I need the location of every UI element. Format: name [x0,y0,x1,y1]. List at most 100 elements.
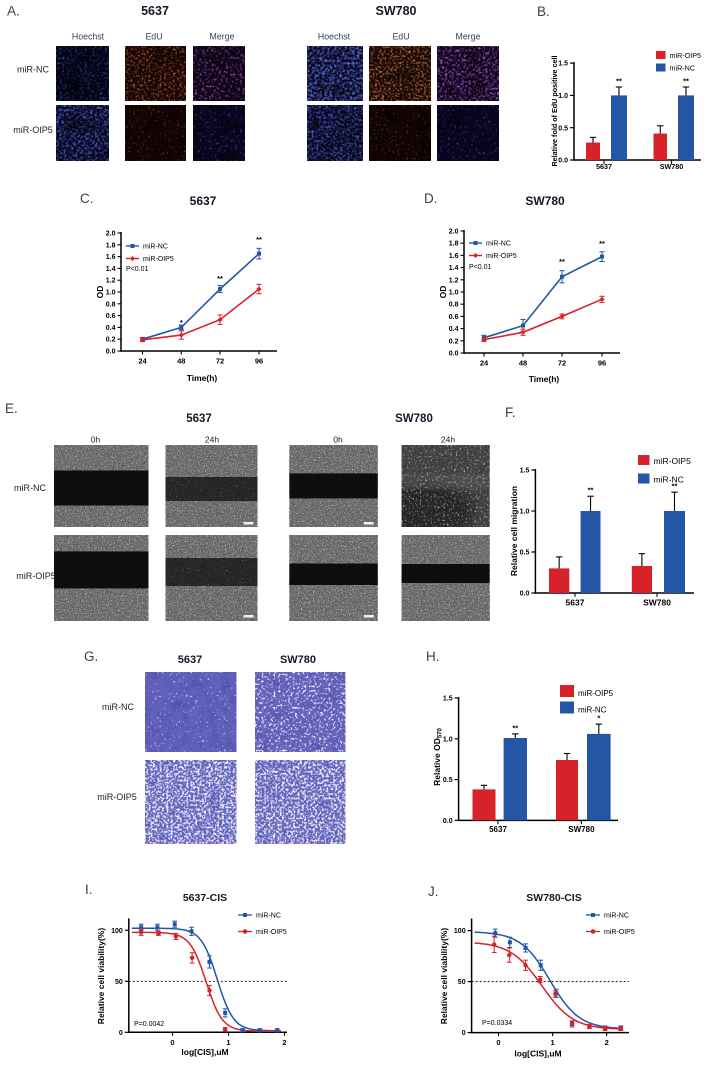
svg-text:P=0.0334: P=0.0334 [482,1020,512,1027]
svg-text:Relative OD570: Relative OD570 [432,727,444,785]
svg-text:EdU: EdU [392,32,409,42]
svg-text:100: 100 [454,928,466,935]
svg-text:0.6: 0.6 [106,313,116,320]
svg-text:1.0: 1.0 [106,290,116,297]
svg-text:SW780-CIS: SW780-CIS [526,892,581,904]
svg-text:P<0.01: P<0.01 [126,266,148,273]
svg-text:miR-OIP5: miR-OIP5 [604,929,635,936]
svg-text:G.: G. [84,649,98,664]
svg-text:0.0: 0.0 [558,158,568,165]
svg-text:1.2: 1.2 [449,277,459,284]
svg-text:100: 100 [111,928,123,935]
svg-text:0h: 0h [91,435,101,445]
svg-text:miR-NC: miR-NC [143,244,168,251]
svg-text:Hoechst: Hoechst [318,32,351,42]
svg-text:1.6: 1.6 [106,254,116,261]
svg-text:log[CIS],uM: log[CIS],uM [514,1049,561,1059]
svg-text:P=0.0042: P=0.0042 [134,1021,164,1028]
svg-text:miR-OIP5: miR-OIP5 [13,125,53,135]
svg-text:miR-OIP5: miR-OIP5 [670,51,702,60]
svg-text:**: ** [599,239,605,248]
svg-text:0.5: 0.5 [558,125,568,132]
svg-text:0.0: 0.0 [449,351,459,358]
svg-text:SW780: SW780 [643,598,671,608]
svg-text:B.: B. [537,4,550,19]
svg-text:5637: 5637 [141,4,169,18]
svg-text:2: 2 [605,1038,609,1047]
svg-text:J.: J. [428,884,439,899]
svg-text:**: ** [616,77,622,86]
svg-text:Merge: Merge [210,32,235,42]
svg-text:24: 24 [138,357,147,366]
svg-text:Relative cell viability(%): Relative cell viability(%) [96,928,106,1025]
svg-text:50: 50 [115,979,123,986]
svg-text:0h: 0h [333,435,343,445]
svg-text:OD: OD [438,286,448,299]
svg-text:1.2: 1.2 [106,278,116,285]
svg-text:miR-OIP5: miR-OIP5 [486,253,517,260]
svg-text:miR-NC: miR-NC [102,702,134,712]
svg-text:I.: I. [85,882,93,897]
svg-text:2.0: 2.0 [106,231,116,238]
svg-text:miR-NC: miR-NC [670,63,696,72]
svg-text:0.0: 0.0 [520,591,530,598]
svg-text:1.4: 1.4 [449,265,459,272]
svg-text:0.4: 0.4 [106,325,116,332]
svg-text:0.6: 0.6 [449,314,459,321]
svg-text:OD: OD [95,286,105,299]
svg-text:Hoechst: Hoechst [72,32,105,42]
svg-text:24: 24 [480,359,489,368]
svg-text:**: ** [559,257,565,266]
svg-text:Relative cell viability(%): Relative cell viability(%) [439,928,449,1025]
svg-text:*: * [180,318,183,327]
svg-text:1.8: 1.8 [449,241,459,248]
svg-text:0.4: 0.4 [449,326,459,333]
svg-text:0: 0 [170,1038,174,1047]
svg-text:48: 48 [177,357,185,366]
svg-text:0.5: 0.5 [520,550,530,557]
svg-text:**: ** [256,235,262,244]
svg-text:log[CIS],uM: log[CIS],uM [181,1047,228,1057]
svg-text:0.8: 0.8 [106,301,116,308]
svg-text:Merge: Merge [456,32,481,42]
svg-text:0.2: 0.2 [449,338,459,345]
svg-text:E.: E. [5,401,18,416]
svg-text:5637-CIS: 5637-CIS [183,892,227,904]
svg-text:D.: D. [424,191,438,206]
svg-text:**: ** [588,486,594,495]
svg-text:miR-NC: miR-NC [14,483,46,493]
svg-text:5637: 5637 [596,162,612,171]
svg-text:H.: H. [426,649,440,664]
svg-text:96: 96 [598,359,606,368]
svg-text:2: 2 [282,1038,286,1047]
svg-text:miR-NC: miR-NC [17,65,49,75]
svg-text:miR-OIP5: miR-OIP5 [97,792,137,802]
svg-text:50: 50 [458,979,466,986]
svg-text:Time(h): Time(h) [529,374,560,384]
svg-text:1.5: 1.5 [443,696,453,703]
svg-text:24h: 24h [205,435,219,445]
svg-text:0: 0 [462,1030,466,1037]
svg-text:1: 1 [551,1038,555,1047]
svg-text:miR-NC: miR-NC [578,705,607,714]
svg-text:SW780: SW780 [660,162,684,171]
svg-text:miR-NC: miR-NC [604,913,629,920]
svg-text:miR-NC: miR-NC [654,474,684,484]
svg-text:P<0.01: P<0.01 [469,264,491,271]
svg-text:0: 0 [119,1030,123,1037]
svg-text:miR-NC: miR-NC [486,241,511,248]
svg-text:**: ** [512,723,518,732]
svg-text:1: 1 [226,1038,230,1047]
svg-text:**: ** [672,482,678,491]
svg-text:C.: C. [80,191,94,206]
svg-text:5637: 5637 [489,825,507,834]
svg-text:72: 72 [216,357,224,366]
svg-text:0.5: 0.5 [443,777,453,784]
svg-text:48: 48 [519,359,527,368]
svg-text:miR-OIP5: miR-OIP5 [143,256,174,263]
svg-text:96: 96 [255,357,263,366]
svg-text:5637: 5637 [186,413,212,425]
svg-text:**: ** [217,274,223,283]
svg-text:5637: 5637 [566,598,585,608]
svg-text:SW780: SW780 [395,413,433,425]
